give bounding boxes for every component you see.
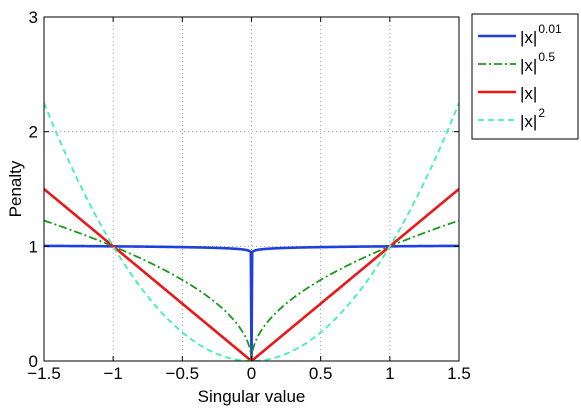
y-axis-label: Penalty xyxy=(6,160,25,217)
legend-exponent-1: 0.5 xyxy=(538,50,555,64)
y-tick-label: 1 xyxy=(29,237,38,256)
x-tick-label: 1 xyxy=(385,364,394,383)
series-group xyxy=(44,102,459,361)
x-tick-label: 0 xyxy=(247,364,256,383)
legend-exponent-0: 0.01 xyxy=(538,22,562,36)
series-line-0 xyxy=(44,244,459,361)
x-tick-label: −1 xyxy=(103,364,122,383)
x-tick-label: 0.5 xyxy=(309,364,333,383)
grid xyxy=(44,17,459,361)
y-tick-label: 0 xyxy=(29,352,38,371)
legend-label-1: |x| xyxy=(520,56,537,75)
legend-label-0: |x| xyxy=(520,28,537,47)
legend: |x| 0.01|x| 0.5|x||x| 2 xyxy=(471,13,579,140)
y-tick-label: 3 xyxy=(29,8,38,27)
legend-label-2: |x| xyxy=(520,84,537,103)
x-tick-label: −1.5 xyxy=(27,364,61,383)
legend-label-3: |x| xyxy=(520,112,537,131)
series-line-3 xyxy=(44,102,459,361)
x-tick-label: 1.5 xyxy=(447,364,471,383)
legend-exponent-3: 2 xyxy=(538,106,545,120)
axis-ticks: −1.5 −1 −0.5 0 0.5 1 1.5 0 1 2 3 xyxy=(27,8,471,383)
x-tick-label: −0.5 xyxy=(166,364,200,383)
y-tick-label: 2 xyxy=(29,123,38,142)
x-axis-label: Singular value xyxy=(198,387,306,406)
